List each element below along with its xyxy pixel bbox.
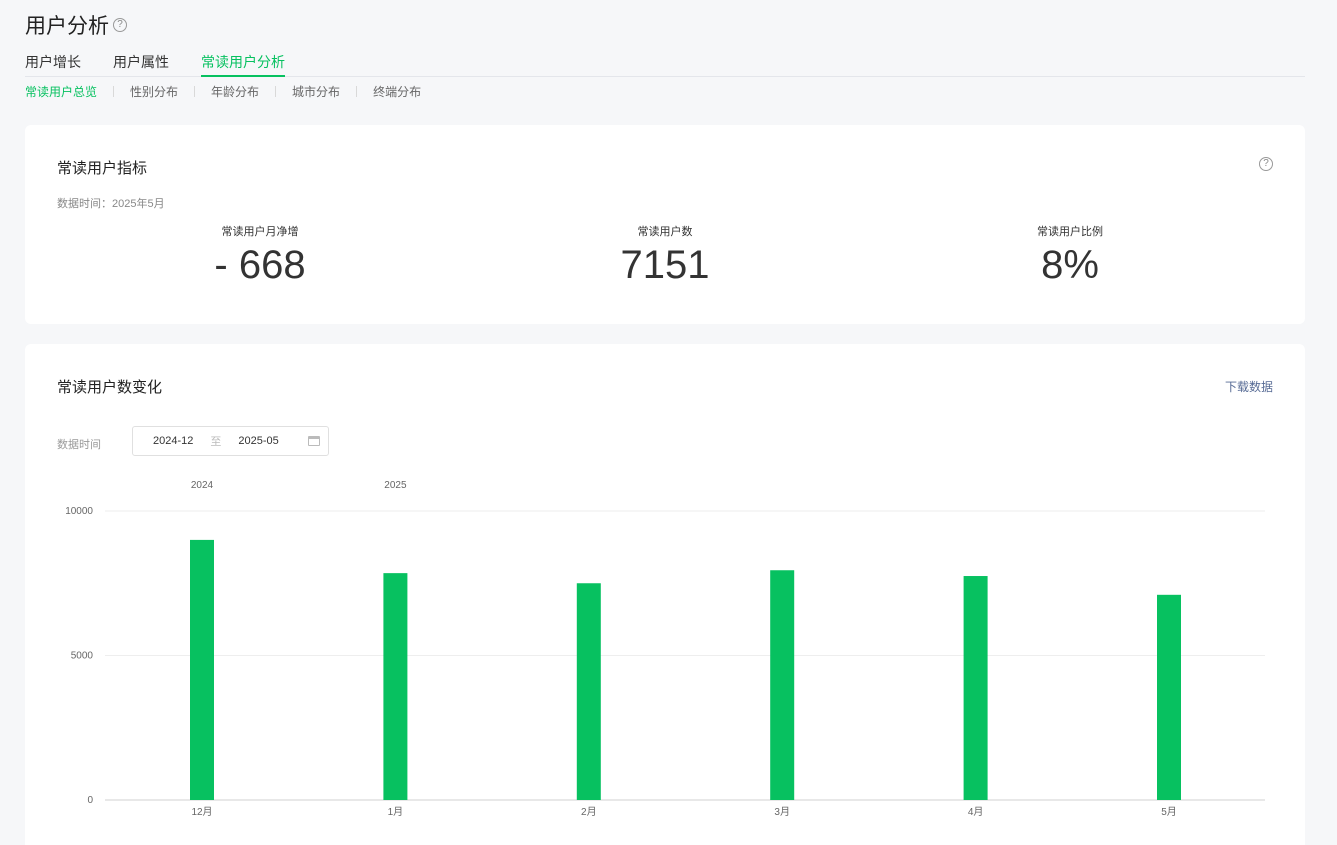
y-tick-label: 5000 bbox=[71, 651, 94, 662]
metric-label: 常读用户比例 bbox=[1037, 226, 1103, 238]
metric-value: 8% bbox=[1041, 243, 1099, 287]
metrics-card: 常读用户指标 ? 数据时间：2025年5月 常读用户月净增 - 668 常读用户… bbox=[25, 125, 1305, 324]
metrics-card-title: 常读用户指标 bbox=[57, 160, 148, 177]
sub-tabs: 常读用户总览 性别分布 年龄分布 城市分布 终端分布 bbox=[25, 83, 421, 100]
metric-value: - 668 bbox=[214, 243, 306, 287]
metric-label: 常读用户数 bbox=[637, 226, 693, 238]
subtab-divider bbox=[275, 86, 277, 97]
page-title-text: 用户分析 bbox=[25, 15, 109, 38]
tab-frequent-readers[interactable]: 常读用户分析 bbox=[201, 52, 285, 77]
tab-user-attributes[interactable]: 用户属性 bbox=[113, 54, 169, 70]
subtab-gender[interactable]: 性别分布 bbox=[130, 85, 179, 99]
subtab-age[interactable]: 年龄分布 bbox=[211, 85, 260, 99]
y-tick-label: 0 bbox=[87, 795, 93, 806]
date-end-value[interactable]: 2025-05 bbox=[238, 435, 279, 447]
date-range-label: 数据时间 bbox=[57, 439, 101, 451]
bar bbox=[1157, 594, 1181, 800]
download-data-link[interactable]: 下载数据 bbox=[1224, 380, 1273, 394]
trend-card: 常读用户数变化 下载数据 数据时间 2024-12 至 2025-05 0 500… bbox=[25, 344, 1305, 845]
metric-user-count: 常读用户数 7151 bbox=[515, 223, 815, 287]
subtab-city[interactable]: 城市分布 bbox=[292, 85, 341, 99]
subtab-divider bbox=[113, 86, 115, 97]
x-tick-label: 3月 bbox=[774, 806, 790, 818]
subtab-device[interactable]: 终端分布 bbox=[373, 85, 422, 99]
bar bbox=[383, 573, 408, 800]
help-icon[interactable]: ? bbox=[113, 18, 127, 32]
user-count-bar-chart: 0 5000 10000 12月 1月 2月 3月 4月 5月 2024 2025 bbox=[65, 480, 1265, 818]
x-tick-label: 5月 bbox=[1161, 806, 1177, 818]
metrics-data-time: 数据时间：2025年5月 bbox=[57, 198, 165, 210]
metric-label: 常读用户月净增 bbox=[221, 226, 299, 238]
metric-user-ratio: 常读用户比例 8% bbox=[920, 223, 1220, 287]
page-title: 用户分析 ? bbox=[25, 10, 127, 40]
metric-value: 7151 bbox=[620, 243, 710, 287]
bar bbox=[770, 570, 795, 800]
date-range-separator: 至 bbox=[210, 436, 222, 448]
x-tick-label: 12月 bbox=[191, 806, 212, 818]
metric-net-growth: 常读用户月净增 - 668 bbox=[110, 223, 410, 287]
calendar-icon[interactable] bbox=[308, 436, 320, 446]
metrics-help-icon[interactable]: ? bbox=[1259, 157, 1273, 171]
date-range-picker[interactable]: 2024-12 至 2025-05 bbox=[132, 426, 329, 456]
year-label: 2024 bbox=[191, 480, 214, 491]
x-tick-label: 2月 bbox=[581, 806, 597, 818]
x-tick-label: 4月 bbox=[968, 806, 984, 818]
x-tick-label: 1月 bbox=[388, 806, 404, 818]
tab-user-growth[interactable]: 用户增长 bbox=[25, 54, 81, 70]
y-tick-label: 10000 bbox=[65, 506, 93, 517]
bar bbox=[190, 539, 214, 800]
subtab-divider bbox=[194, 86, 196, 97]
subtab-divider bbox=[356, 86, 358, 97]
date-start-value[interactable]: 2024-12 bbox=[153, 435, 194, 447]
bar bbox=[963, 576, 988, 800]
main-tabs: 用户增长 用户属性 常读用户分析 bbox=[25, 52, 1305, 77]
bar bbox=[576, 583, 601, 800]
trend-card-title: 常读用户数变化 bbox=[57, 379, 163, 396]
year-label: 2025 bbox=[384, 480, 407, 491]
subtab-overview[interactable]: 常读用户总览 bbox=[25, 85, 98, 99]
